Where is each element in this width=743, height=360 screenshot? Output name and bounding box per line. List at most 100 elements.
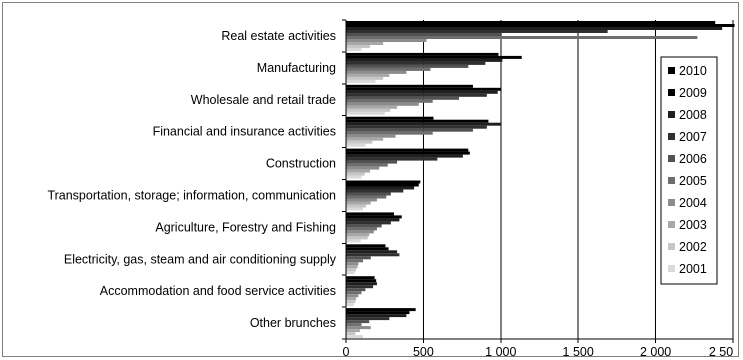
bar-10-2003 xyxy=(346,329,360,333)
bar-8-2009 xyxy=(346,247,389,251)
bar-8-2007 xyxy=(346,253,400,257)
category-label-1: Real estate activities xyxy=(221,29,336,43)
bar-5-2005 xyxy=(346,163,388,167)
bar-1-2004 xyxy=(346,39,427,42)
bar-3-2004 xyxy=(346,102,419,106)
bar-6-2007 xyxy=(346,189,404,193)
bar-1-2007 xyxy=(346,30,608,33)
legend-label-2003: 2003 xyxy=(679,218,707,232)
bar-9-2002 xyxy=(346,300,356,304)
bar-2-2004 xyxy=(346,70,407,74)
category-label-2: Manufacturing xyxy=(257,61,336,75)
legend: 2010 2009 2008 2007 2006 2005 2004 2003 2002 2001 xyxy=(660,56,718,285)
legend-swatch-2007 xyxy=(668,133,675,140)
legend-label-2008: 2008 xyxy=(679,108,707,122)
bar-3-2008 xyxy=(346,90,498,94)
bar-10-2008 xyxy=(346,314,407,318)
legend-label-2001: 2001 xyxy=(679,262,707,276)
bar-10-2009 xyxy=(346,311,410,315)
bar-8-2008 xyxy=(346,250,398,254)
legend-label-2007: 2007 xyxy=(679,130,707,144)
legend-swatch-2001 xyxy=(668,265,675,272)
bar-5-2006 xyxy=(346,160,398,164)
legend-label-2009: 2009 xyxy=(679,86,707,100)
bar-5-2002 xyxy=(346,172,365,176)
bar-2-2003 xyxy=(346,73,390,77)
category-label-5: Construction xyxy=(266,157,336,171)
category-label-6: Transportation, storage; information, co… xyxy=(47,188,336,202)
x-tick-label-4: 2 000 xyxy=(640,345,671,359)
legend-label-2005: 2005 xyxy=(679,174,707,188)
bar-1-2008 xyxy=(346,27,723,30)
bar-5-2009 xyxy=(346,151,470,155)
bar-10-2001 xyxy=(346,335,364,339)
bar-1-2006 xyxy=(346,33,501,36)
bar-9-2009 xyxy=(346,279,377,283)
category-label-9: Accommodation and food service activitie… xyxy=(100,284,336,298)
bar-7-2006 xyxy=(346,224,382,228)
bar-1-2001 xyxy=(346,48,362,51)
bar-8-2003 xyxy=(346,265,358,269)
bar-8-2001 xyxy=(346,271,355,275)
chart-frame xyxy=(2,2,739,357)
bar-4-2006 xyxy=(346,128,473,132)
x-tick-label-1: 500 xyxy=(413,345,434,359)
bar-9-2007 xyxy=(346,285,374,289)
bar-3-2005 xyxy=(346,99,433,103)
bar-6-2003 xyxy=(346,201,371,205)
bar-8-2006 xyxy=(346,256,371,260)
bar-2-2005 xyxy=(346,67,431,71)
legend-swatch-2004 xyxy=(668,199,675,206)
bar-8-2010 xyxy=(346,244,386,248)
bar-4-2004 xyxy=(346,134,396,138)
bar-5-2010 xyxy=(346,148,469,152)
bar-4-2009 xyxy=(346,119,489,123)
x-tick-label-2: 1 000 xyxy=(485,345,516,359)
bar-10-2005 xyxy=(346,323,362,327)
axes xyxy=(342,19,734,343)
bar-2-2008 xyxy=(346,58,503,62)
labels: 0 500 1 000 1 500 2 000 2 50 Real estate activ… xyxy=(47,29,733,359)
bar-10-2002 xyxy=(346,332,356,336)
bar-6-2001 xyxy=(346,207,364,211)
bar-9-2006 xyxy=(346,288,366,292)
x-tick-label-3: 1 500 xyxy=(563,345,594,359)
bar-2-2010 xyxy=(346,52,499,56)
bar-4-2008 xyxy=(346,122,501,126)
bar-4-2003 xyxy=(346,137,384,141)
bar-9-2010 xyxy=(346,276,375,280)
bar-9-2008 xyxy=(346,282,377,286)
legend-swatch-2009 xyxy=(668,89,675,96)
category-label-8: Electricity, gas, steam and air conditio… xyxy=(64,252,337,266)
x-tick-label-0: 0 xyxy=(343,345,350,359)
bar-6-2002 xyxy=(346,204,367,208)
legend-swatch-2003 xyxy=(668,221,675,228)
bar-4-2001 xyxy=(346,143,366,147)
bar-7-2005 xyxy=(346,227,377,231)
grid-lines xyxy=(422,20,734,339)
bar-1-2010 xyxy=(346,21,716,24)
legend-label-2010: 2010 xyxy=(679,64,707,78)
bar-7-2008 xyxy=(346,218,400,222)
bar-7-2007 xyxy=(346,221,391,225)
bar-7-2009 xyxy=(346,215,402,219)
legend-swatch-2006 xyxy=(668,155,675,162)
category-label-10: Other brunches xyxy=(250,316,336,330)
bar-8-2005 xyxy=(346,259,364,263)
bar-4-2007 xyxy=(346,125,487,129)
bar-6-2004 xyxy=(346,198,377,202)
legend-swatch-2005 xyxy=(668,177,675,184)
bar-4-2002 xyxy=(346,140,373,144)
bar-6-2006 xyxy=(346,192,391,196)
bar-5-2003 xyxy=(346,169,370,173)
bar-5-2007 xyxy=(346,157,438,161)
bar-7-2003 xyxy=(346,233,370,237)
bar-1-2009 xyxy=(346,24,735,27)
bar-7-2004 xyxy=(346,230,374,234)
bar-7-2002 xyxy=(346,236,368,240)
bar-2-2006 xyxy=(346,64,469,68)
bar-5-2008 xyxy=(346,154,463,158)
x-tick-label-5: 2 50 xyxy=(709,345,733,359)
bar-1-2002 xyxy=(346,45,370,48)
